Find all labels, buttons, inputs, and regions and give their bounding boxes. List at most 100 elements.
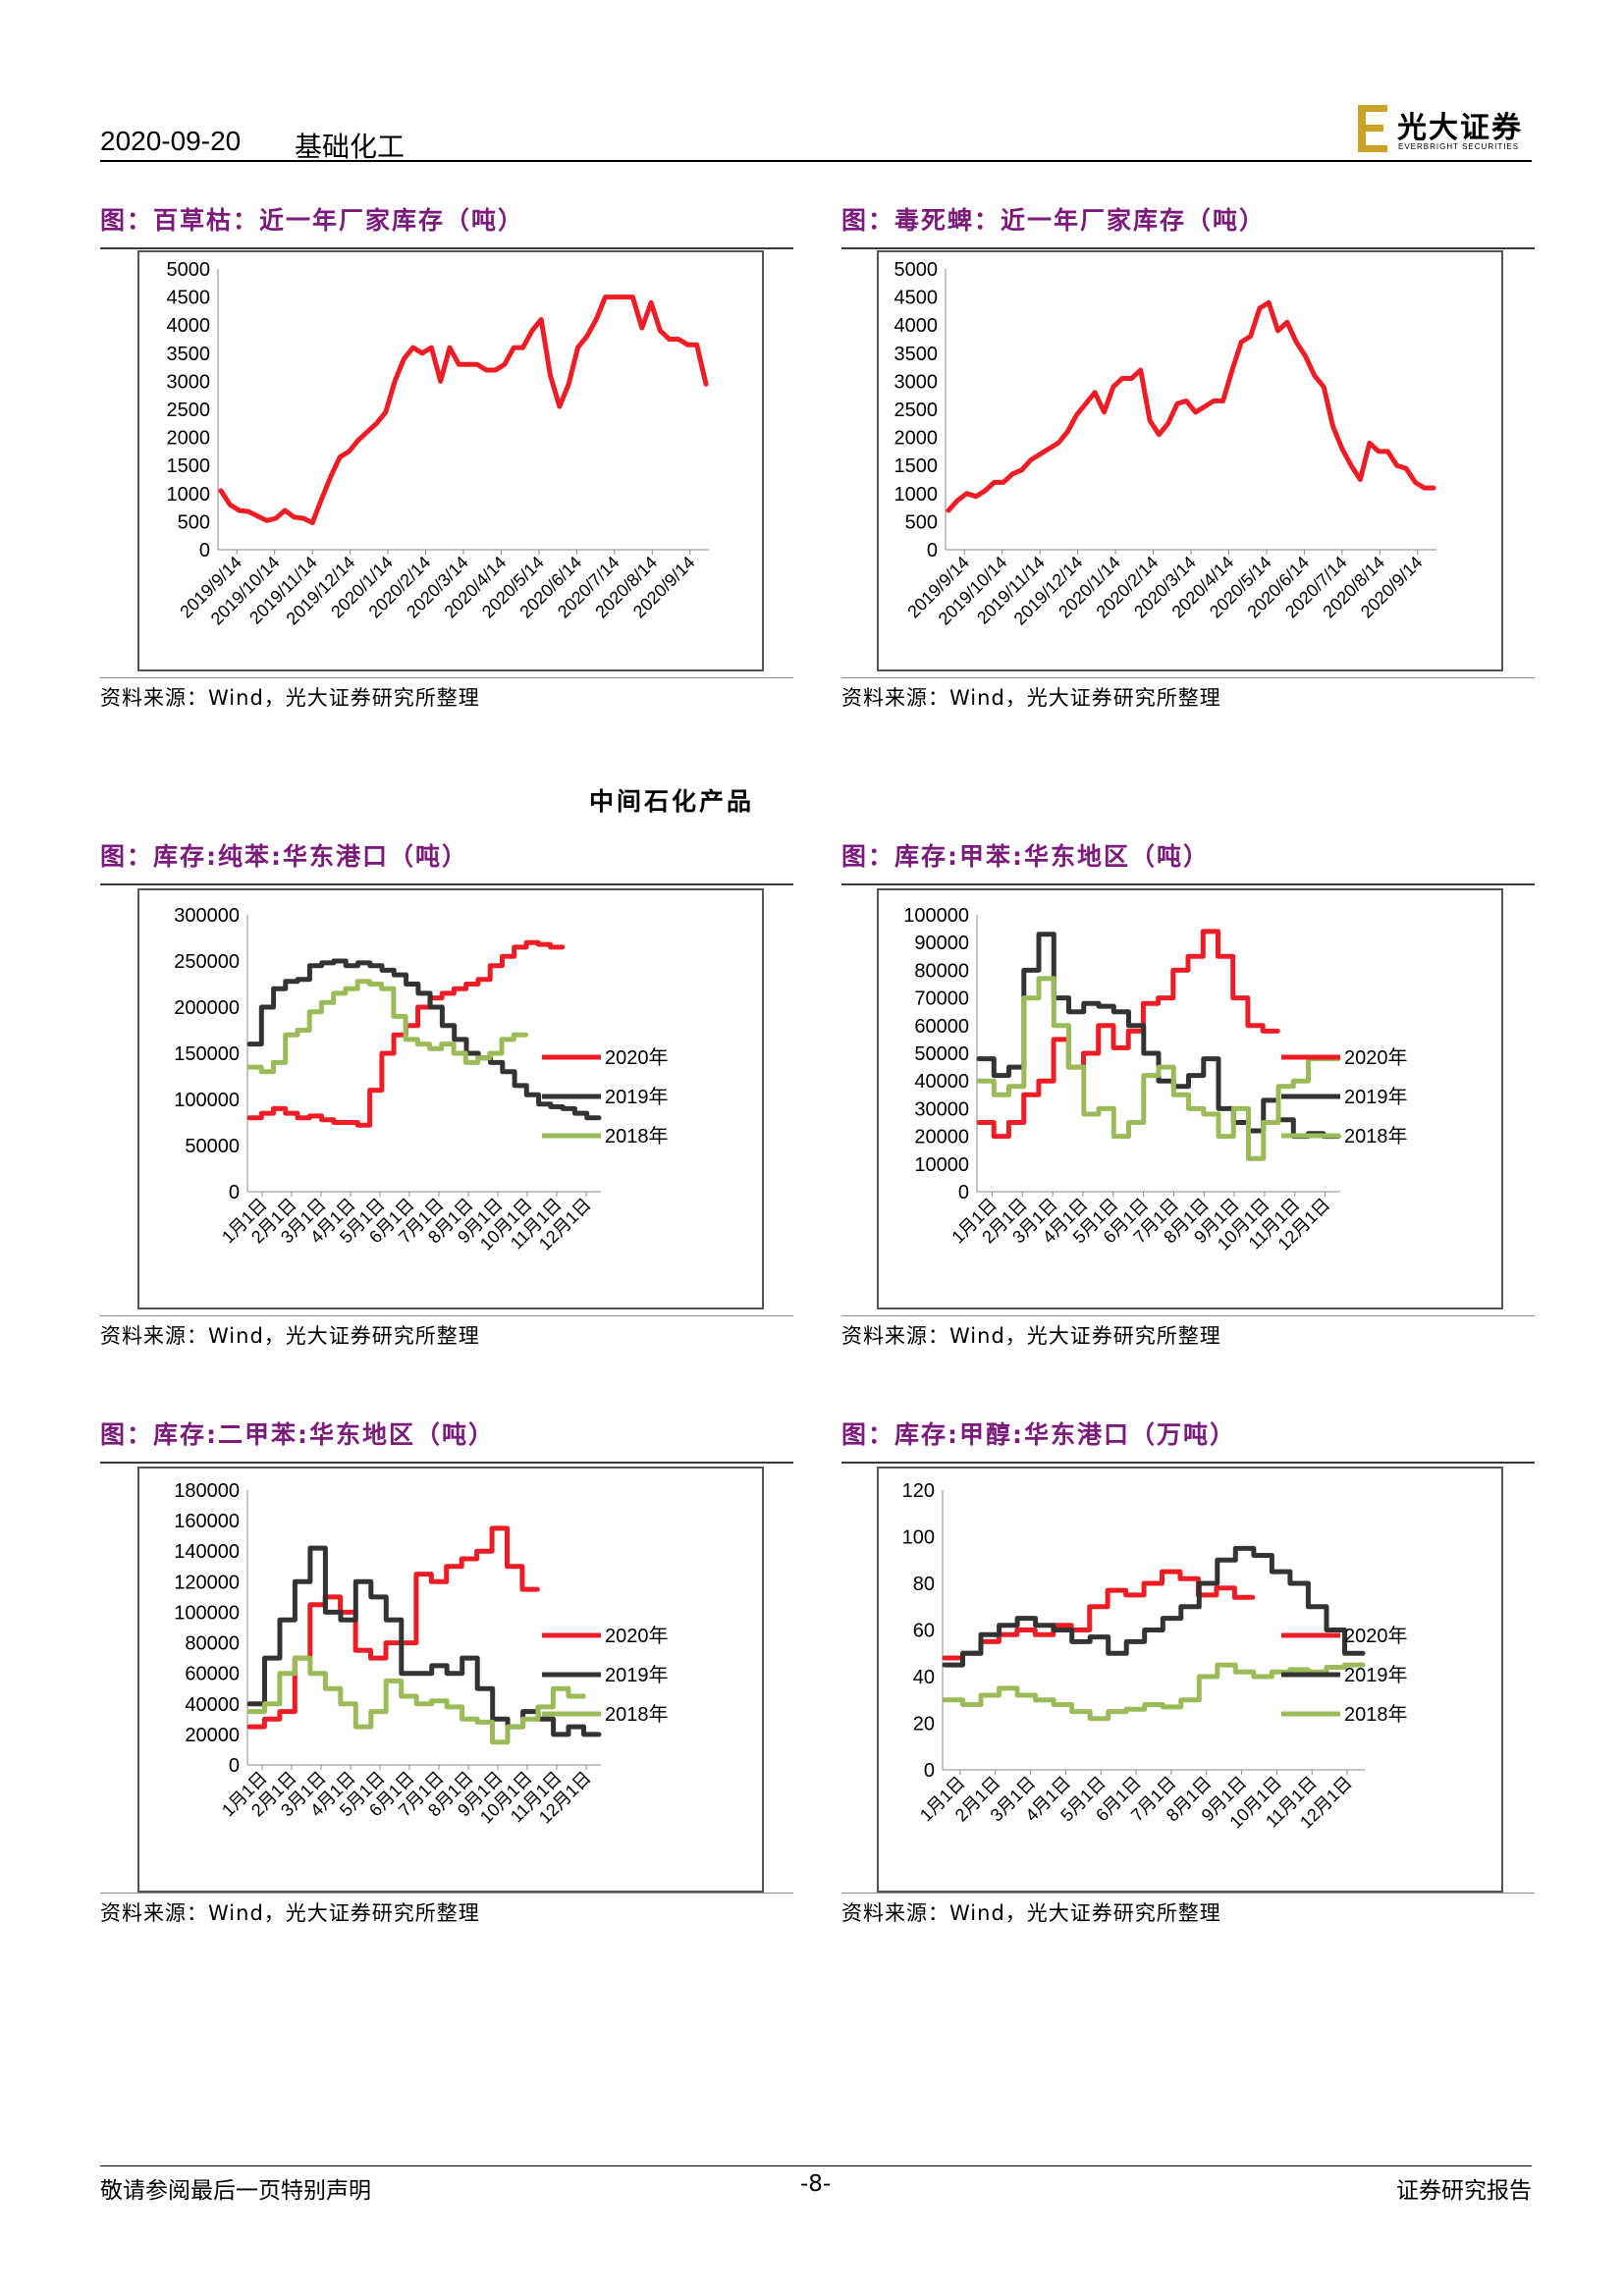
chart-source: 资料来源：Wind，光大证券研究所整理	[100, 1901, 480, 1925]
y-tick-label: 2000	[894, 428, 939, 450]
y-tick-label: 0	[924, 1760, 935, 1782]
chart-source: 资料来源：Wind，光大证券研究所整理	[100, 686, 480, 710]
chart-frame: 180000 160000 140000 120000 100000 80000 60000…	[137, 1467, 764, 1893]
chart-title: 图：库存:二甲苯:华东地区（吨）	[100, 1420, 495, 1449]
y-tick-label: 4000	[167, 315, 211, 337]
chart-title: 图：库存:甲苯:华东地区（吨）	[841, 842, 1210, 871]
footer-rule	[100, 2165, 1532, 2166]
y-tick-label: 5000	[894, 259, 939, 281]
series-line-3	[976, 976, 1341, 1161]
y-tick-label: 3500	[167, 344, 211, 365]
y-tick-label: 50000	[914, 1043, 969, 1065]
y-tick-label: 30000	[914, 1098, 969, 1120]
y-tick-label: 120	[902, 1480, 935, 1502]
chart-title-rule	[100, 883, 793, 885]
y-tick-label: 5000	[167, 259, 211, 281]
chart-title-rule	[841, 247, 1535, 249]
y-tick-label: 250000	[174, 951, 240, 973]
y-tick-label: 10000	[914, 1154, 969, 1176]
y-tick-label: 20000	[185, 1725, 240, 1746]
legend-label: 2018年	[605, 1125, 669, 1148]
series-line-2	[246, 958, 602, 1121]
chart-frame: 300000 250000 200000 150000 100000 50000 0 1月1日…	[137, 888, 764, 1309]
chart-source: 资料来源：Wind，光大证券研究所整理	[841, 686, 1221, 710]
chart-frame: 5000 4500 4000 3500 3000 2500 2000 1500 1000 500 0…	[877, 250, 1503, 671]
series-line-3	[246, 1655, 586, 1745]
y-tick-label: 300000	[174, 905, 240, 927]
series-line-3	[246, 979, 528, 1075]
y-tick-label: 80	[913, 1574, 935, 1595]
chart-frame: 120 100 80 60 40 20 0 1月1日 2月1日 3月1日 4月1日 5月1日 6月1日 7…	[877, 1467, 1503, 1893]
y-tick-label: 3000	[894, 371, 939, 393]
y-tick-label: 3000	[167, 371, 211, 393]
y-tick-label: 70000	[914, 988, 969, 1010]
source-rule	[841, 677, 1535, 678]
y-tick-label: 100000	[903, 905, 969, 927]
chart-title-rule	[100, 1462, 793, 1464]
legend-label: 2020年	[1344, 1046, 1408, 1069]
y-tick-label: 40000	[185, 1694, 240, 1716]
series-line-1	[218, 294, 709, 525]
y-tick-label: 500	[178, 511, 210, 533]
source-rule	[841, 1315, 1535, 1316]
footer-disclaimer: 敬请参阅最后一页特别声明	[100, 2178, 371, 2204]
y-tick-label: 80000	[185, 1633, 240, 1655]
chart-source: 资料来源：Wind，光大证券研究所整理	[841, 1901, 1221, 1925]
y-tick-label: 200000	[174, 997, 240, 1019]
chart-frame: 100000 90000 80000 70000 60000 50000 40000 3000…	[877, 888, 1503, 1309]
y-tick-label: 0	[229, 1755, 240, 1777]
y-tick-label: 2500	[167, 400, 211, 421]
page-number: -8-	[800, 2171, 832, 2197]
y-tick-label: 100000	[174, 1602, 240, 1624]
y-tick-label: 1500	[167, 455, 211, 477]
y-tick-label: 90000	[914, 933, 969, 954]
y-tick-label: 80000	[914, 960, 969, 982]
series-line-1	[976, 929, 1280, 1140]
y-tick-label: 4500	[167, 288, 211, 309]
source-rule	[100, 1893, 793, 1894]
y-tick-label: 4500	[894, 288, 939, 309]
y-tick-label: 0	[199, 540, 210, 561]
footer-report-type: 证券研究报告	[1396, 2178, 1532, 2204]
y-tick-label: 60000	[185, 1664, 240, 1685]
y-tick-label: 60	[913, 1621, 935, 1642]
line-chart: 1201008060402001月1日2月1日3月1日4月1日5月1日6月1日7…	[902, 1480, 1408, 1833]
legend-label: 2019年	[605, 1086, 669, 1108]
chart-title-rule	[100, 247, 793, 249]
logo: 光大证券 EVERBRIGHT SECURITIES	[1358, 103, 1535, 157]
chart-source: 资料来源：Wind，光大证券研究所整理	[100, 1324, 480, 1348]
line-chart: 3000002500002000001500001000005000001月1日…	[174, 905, 669, 1255]
y-tick-label: 20000	[914, 1127, 969, 1148]
line-chart: 5000450040003500300025002000150010005000…	[167, 259, 709, 629]
chart-title-rule	[841, 1462, 1535, 1464]
logo-text: 光大证券	[1397, 111, 1523, 145]
legend-label: 2019年	[1344, 1664, 1408, 1686]
y-tick-label: 160000	[174, 1511, 240, 1532]
section-title: 中间石化产品	[589, 787, 755, 816]
y-tick-label: 0	[927, 540, 938, 561]
line-chart: 1000009000080000700006000050000400003000…	[903, 905, 1408, 1255]
y-tick-label: 20	[913, 1714, 935, 1735]
y-tick-label: 500	[905, 511, 938, 533]
legend-label: 2018年	[1344, 1125, 1408, 1148]
series-line-2	[942, 1545, 1366, 1668]
legend-label: 2018年	[605, 1703, 669, 1726]
legend-label: 2018年	[1344, 1703, 1408, 1726]
y-tick-label: 1000	[894, 484, 939, 506]
y-tick-label: 60000	[914, 1016, 969, 1038]
y-tick-label: 140000	[174, 1541, 240, 1563]
legend-label: 2020年	[1344, 1625, 1408, 1647]
chart-title: 图：百草枯：近一年厂家库存（吨）	[100, 206, 525, 235]
logo-mark-icon	[1358, 105, 1387, 152]
y-tick-label: 4000	[894, 315, 939, 337]
report-category: 基础化工	[295, 131, 406, 163]
legend-label: 2019年	[605, 1664, 669, 1686]
legend-label: 2020年	[605, 1625, 669, 1647]
y-tick-label: 100	[902, 1527, 935, 1549]
line-chart: 5000450040003500300025002000150010005000…	[894, 259, 1436, 629]
y-tick-label: 3500	[894, 344, 939, 365]
series-line-1	[946, 299, 1436, 513]
y-tick-label: 0	[958, 1182, 969, 1203]
header-rule	[100, 160, 1532, 162]
legend-label: 2019年	[1344, 1086, 1408, 1108]
